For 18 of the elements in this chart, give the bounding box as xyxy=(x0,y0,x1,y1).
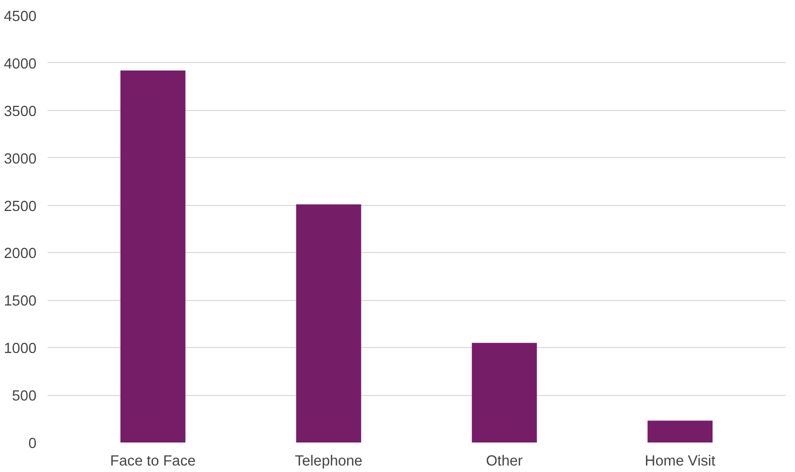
y-tick-label: 4000 xyxy=(4,56,37,72)
x-tick-label: Other xyxy=(486,454,523,470)
x-tick-label: Face to Face xyxy=(110,454,196,470)
bar xyxy=(648,420,713,442)
y-tick-label: 4500 xyxy=(4,9,37,25)
x-tick-label: Home Visit xyxy=(644,454,716,470)
x-tick-label: Telephone xyxy=(294,454,362,470)
y-tick-label: 1500 xyxy=(4,294,37,310)
y-tick-label: 500 xyxy=(12,388,37,405)
y-tick-label: 3000 xyxy=(4,151,37,168)
bar xyxy=(296,204,362,442)
bar xyxy=(472,342,537,442)
y-tick-label: 2500 xyxy=(4,198,37,215)
y-tick-label: 1000 xyxy=(4,341,37,358)
y-tick-label: 2000 xyxy=(4,246,37,262)
bar xyxy=(120,70,186,442)
y-tick-label: 3500 xyxy=(4,104,37,120)
y-tick-label: 0 xyxy=(28,436,37,452)
